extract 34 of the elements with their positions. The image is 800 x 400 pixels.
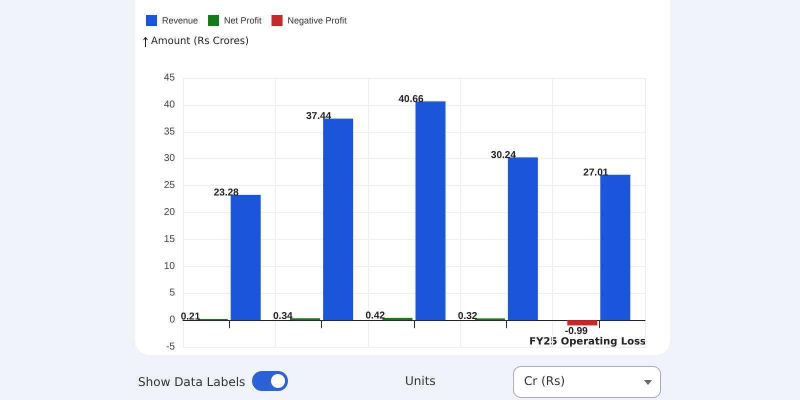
data-label: 0.42 (366, 310, 386, 322)
data-label: 27.01 (583, 167, 609, 178)
y-tick-label: 45 (164, 72, 176, 84)
data-label: 0.32 (458, 310, 478, 322)
y-tick-label: 20 (164, 207, 176, 218)
legend-label: Negative Profit (288, 16, 348, 26)
bar (230, 194, 261, 320)
data-label: 37.44 (306, 111, 332, 122)
y-tick-label: 10 (164, 260, 176, 272)
y-tick-label: 40 (164, 99, 176, 110)
data-label: -0.99 (564, 326, 588, 337)
data-label: 40.66 (398, 94, 424, 105)
bar (508, 157, 538, 320)
bar (600, 174, 630, 320)
data-label: 0.34 (273, 310, 293, 322)
y-tick-label: 15 (164, 234, 176, 245)
y-tick-label: 35 (164, 126, 176, 138)
text: Units (405, 374, 436, 388)
y-axis-title: Amount (Rs Crores) (151, 36, 249, 47)
text: Cr (Rs) (524, 374, 566, 388)
legend-label: Net Profit (224, 16, 262, 26)
text: Show Data Labels (138, 375, 246, 389)
data-label: 30.24 (490, 150, 516, 161)
bar (323, 118, 354, 320)
y-tick-label: 30 (164, 153, 176, 164)
y-tick-label: 5 (169, 288, 176, 299)
bar (567, 320, 598, 326)
y-tick-label: 0 (169, 314, 176, 326)
legend-label: Revenue (162, 16, 198, 26)
bar (416, 101, 446, 320)
y-tick-label: 25 (164, 180, 176, 192)
data-label: 23.28 (214, 187, 240, 198)
y-tick-label: -5 (166, 342, 176, 352)
data-label: 0.21 (180, 311, 201, 322)
